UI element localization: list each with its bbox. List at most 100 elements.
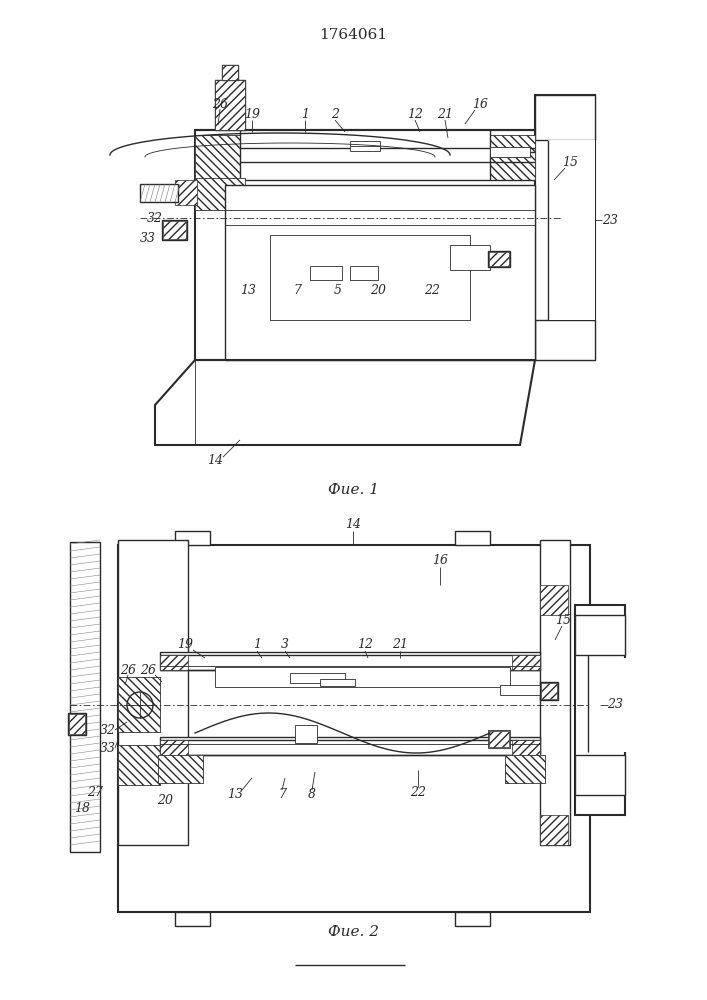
- Bar: [160, 655, 188, 670]
- Bar: [158, 755, 203, 783]
- Text: 27: 27: [87, 786, 103, 798]
- Text: 5: 5: [334, 284, 342, 296]
- Bar: [195, 178, 245, 210]
- Text: 7: 7: [293, 284, 301, 296]
- Bar: [535, 95, 595, 140]
- Text: 3: 3: [281, 639, 289, 652]
- Text: 1764061: 1764061: [319, 28, 387, 42]
- Bar: [588, 658, 628, 752]
- Bar: [500, 685, 542, 695]
- Bar: [450, 245, 490, 270]
- Bar: [455, 912, 490, 926]
- Text: 22: 22: [424, 284, 440, 296]
- Text: 8: 8: [308, 788, 316, 802]
- Bar: [195, 135, 240, 180]
- Text: Фие. 1: Фие. 1: [327, 483, 378, 497]
- Bar: [540, 815, 568, 845]
- Bar: [195, 130, 535, 360]
- Text: 13: 13: [227, 788, 243, 802]
- Text: 22: 22: [410, 786, 426, 798]
- Bar: [118, 677, 160, 732]
- Bar: [575, 605, 625, 815]
- Text: 23: 23: [607, 698, 623, 712]
- Bar: [225, 185, 535, 360]
- Text: 20: 20: [157, 794, 173, 806]
- Bar: [160, 737, 540, 755]
- Text: 7: 7: [278, 788, 286, 802]
- Text: 19: 19: [244, 108, 260, 121]
- Text: 15: 15: [562, 156, 578, 169]
- Bar: [489, 731, 509, 747]
- Bar: [222, 65, 238, 80]
- Bar: [455, 531, 490, 545]
- Text: 16: 16: [472, 99, 488, 111]
- Text: 18: 18: [74, 802, 90, 814]
- Text: 21: 21: [437, 108, 453, 121]
- Text: 26: 26: [212, 98, 228, 110]
- Bar: [290, 673, 345, 683]
- Bar: [350, 141, 380, 151]
- Bar: [489, 252, 509, 266]
- Bar: [175, 180, 197, 205]
- Text: 2: 2: [331, 108, 339, 121]
- Bar: [535, 95, 595, 360]
- Bar: [541, 683, 557, 699]
- Bar: [295, 725, 317, 743]
- Bar: [540, 682, 558, 700]
- Bar: [505, 755, 545, 783]
- Text: 32: 32: [100, 724, 116, 736]
- Bar: [215, 667, 510, 687]
- Text: 19: 19: [177, 639, 193, 652]
- Bar: [488, 251, 510, 267]
- Bar: [195, 178, 245, 210]
- Bar: [548, 140, 595, 320]
- Bar: [69, 714, 85, 734]
- Bar: [118, 540, 188, 845]
- Text: 32: 32: [147, 212, 163, 225]
- Bar: [160, 652, 540, 670]
- Bar: [118, 745, 160, 785]
- Bar: [118, 545, 590, 912]
- Bar: [163, 221, 186, 239]
- Bar: [320, 679, 355, 686]
- Bar: [215, 80, 245, 130]
- Bar: [175, 531, 210, 545]
- Text: 33: 33: [100, 742, 116, 754]
- Bar: [140, 184, 178, 202]
- Bar: [70, 542, 100, 852]
- Bar: [68, 713, 86, 735]
- Bar: [512, 655, 540, 670]
- Text: 23: 23: [602, 214, 618, 227]
- Text: 1: 1: [253, 639, 261, 652]
- Bar: [490, 135, 535, 180]
- Bar: [118, 745, 160, 785]
- Text: 26: 26: [140, 664, 156, 676]
- Text: 16: 16: [432, 554, 448, 566]
- Bar: [575, 755, 625, 795]
- Bar: [222, 65, 238, 80]
- Text: 14: 14: [345, 518, 361, 532]
- Text: 26: 26: [120, 664, 136, 676]
- Text: 14: 14: [207, 454, 223, 466]
- Bar: [575, 615, 625, 655]
- Bar: [195, 135, 240, 180]
- Bar: [490, 135, 535, 180]
- Text: 20: 20: [370, 284, 386, 296]
- Bar: [160, 740, 188, 755]
- Bar: [215, 80, 245, 130]
- Bar: [162, 220, 187, 240]
- Text: 33: 33: [140, 232, 156, 244]
- Bar: [158, 755, 203, 783]
- Bar: [118, 677, 160, 732]
- Bar: [310, 266, 342, 280]
- Bar: [512, 740, 540, 755]
- Text: 13: 13: [240, 284, 256, 296]
- Text: Фие. 2: Фие. 2: [327, 925, 378, 939]
- Bar: [540, 585, 568, 615]
- Bar: [490, 147, 530, 157]
- Text: 1: 1: [301, 108, 309, 121]
- Bar: [175, 912, 210, 926]
- Bar: [505, 755, 545, 783]
- Bar: [270, 235, 470, 320]
- Bar: [350, 266, 378, 280]
